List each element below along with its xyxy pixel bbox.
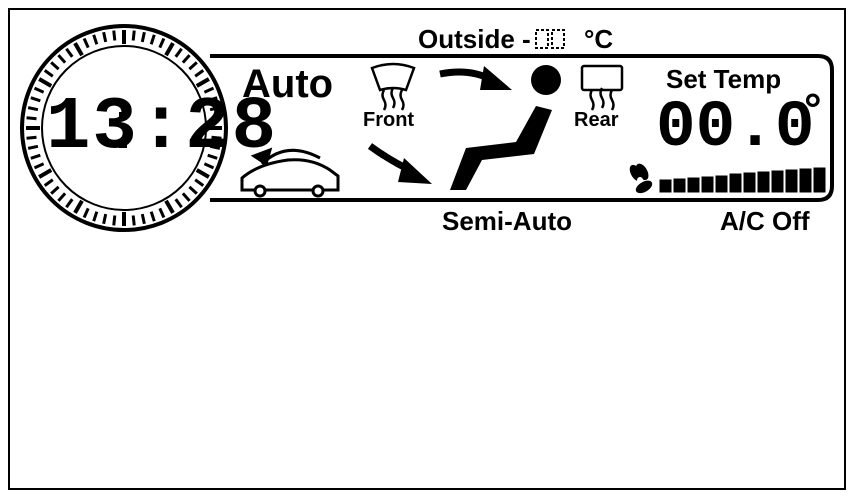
clock-tick	[203, 86, 215, 94]
clock-tick	[194, 178, 205, 187]
car-recirculation-icon	[240, 147, 340, 198]
clock-tick	[65, 47, 74, 58]
clock-tick	[181, 54, 191, 64]
clock-tick	[38, 168, 53, 179]
clock-tick	[209, 144, 221, 150]
clock-tick	[181, 192, 191, 202]
clock-tick	[43, 178, 54, 187]
fan-level-segment	[799, 168, 812, 193]
airflow-arrow-upper-head	[480, 66, 512, 90]
clock-tick	[82, 37, 90, 49]
semi-auto-label[interactable]: Semi-Auto	[442, 206, 572, 236]
clock-tick	[195, 77, 210, 88]
clock-tick	[30, 96, 41, 103]
clock-tick	[27, 144, 39, 150]
clock-tick	[194, 69, 205, 78]
clock-tick	[43, 69, 54, 78]
rear-defrost-icon	[580, 64, 624, 111]
clock-tick	[92, 211, 99, 222]
clock-tick	[38, 77, 53, 88]
clock-tick	[27, 106, 39, 112]
clock-outer-ring	[20, 24, 228, 232]
rear-defrost-label[interactable]: Rear	[574, 109, 619, 131]
clock-tick	[158, 37, 166, 49]
outside-temp-unit: °C	[584, 24, 614, 54]
clock-tick	[73, 199, 84, 214]
clock-tick	[211, 116, 222, 121]
clock-tick	[131, 215, 136, 226]
clock-tick	[26, 135, 37, 140]
clock-tick	[209, 106, 221, 112]
degree-symbol: °	[804, 85, 822, 134]
clock-time: 13:28	[46, 86, 279, 170]
clock-tick	[50, 185, 60, 195]
clock-tick	[158, 207, 166, 219]
clock-tick	[164, 42, 175, 57]
ac-status-label[interactable]: A/C Off	[720, 206, 810, 236]
clock-tick	[188, 185, 198, 195]
fan-level-segment	[687, 177, 700, 193]
clock-tick	[149, 34, 156, 45]
fan-level-segment	[659, 179, 672, 193]
clock-tick	[149, 211, 156, 222]
clock-tick	[26, 116, 37, 121]
mode-auto-label[interactable]: Auto	[242, 62, 334, 106]
fan-icon	[629, 163, 653, 194]
clock-tick	[140, 213, 146, 225]
clock-tick	[195, 168, 210, 179]
set-temp-label: Set Temp	[666, 64, 782, 94]
fan-level-segment	[771, 170, 784, 193]
clock-inner-ring	[41, 45, 207, 211]
clock-tick	[50, 61, 60, 71]
clock-tick	[65, 198, 74, 209]
fan-level-segment	[813, 167, 826, 193]
clock-tick	[30, 153, 41, 160]
clock-tick	[207, 96, 218, 103]
outside-temp-digits	[535, 29, 565, 49]
fan-level-segment	[785, 169, 798, 193]
clock-tick	[82, 207, 90, 219]
clock-tick	[57, 54, 67, 64]
clock-tick	[207, 153, 218, 160]
clock-tick	[102, 213, 108, 225]
clock-tick	[112, 30, 117, 41]
clock-tick	[112, 215, 117, 226]
clock-tick	[131, 30, 136, 41]
clock-tick	[174, 47, 183, 58]
fan-level-segment	[757, 171, 770, 193]
clock-tick	[164, 199, 175, 214]
airflow-arrow-lower-head	[398, 158, 432, 184]
clock-tick	[57, 192, 67, 202]
clock-tick	[188, 61, 198, 71]
clock-tick-ring	[26, 30, 222, 226]
fan-level-bar[interactable]	[659, 167, 826, 193]
clock-tick	[203, 162, 215, 170]
clock-colon	[119, 112, 127, 148]
fan-level-segment	[715, 175, 728, 193]
clock-tick	[73, 42, 84, 57]
fan-level-segment	[673, 178, 686, 193]
clock-tick	[92, 34, 99, 45]
front-defrost-label[interactable]: Front	[363, 109, 415, 131]
fan-level-segment	[729, 173, 742, 193]
clock-tick	[102, 31, 108, 43]
fan-level-segment	[701, 176, 714, 193]
set-temp-value[interactable]: 00.0	[656, 90, 815, 165]
outside-temp-label: Outside -	[418, 24, 531, 54]
panel-outline	[210, 54, 834, 202]
clock-tick	[211, 135, 222, 140]
clock-tick	[174, 198, 183, 209]
clock-tick	[33, 162, 45, 170]
clock-tick	[140, 31, 146, 43]
front-defrost-icon	[370, 62, 416, 111]
seat-occupant-icon	[450, 65, 561, 190]
clock-tick	[33, 86, 45, 94]
fan-level-segment	[743, 172, 756, 193]
display-frame	[8, 8, 846, 490]
